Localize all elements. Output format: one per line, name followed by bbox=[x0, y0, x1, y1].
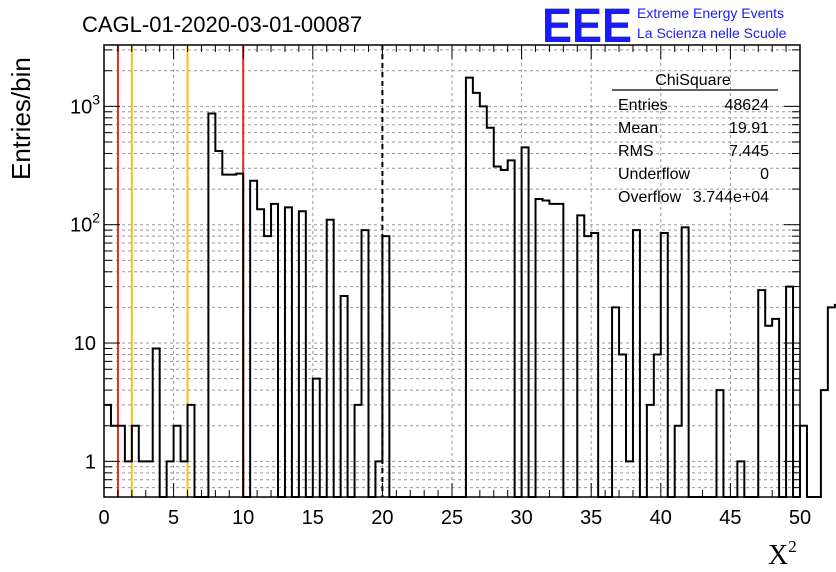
eee-logo-mark: EEE bbox=[542, 0, 632, 53]
x-tick-label: 40 bbox=[650, 507, 672, 529]
y-axis-label: Entries/bin bbox=[6, 57, 36, 180]
x-tick-label: 20 bbox=[371, 507, 393, 529]
chart-title: CAGL-01-2020-03-01-00087 bbox=[82, 12, 362, 37]
stats-label: Mean bbox=[618, 120, 658, 137]
y-tick-label: 1 bbox=[85, 451, 96, 473]
logo-line-1: Extreme Energy Events bbox=[637, 5, 784, 21]
x-tick-label: 25 bbox=[441, 507, 463, 529]
stats-label: Overflow bbox=[618, 189, 682, 206]
grid-layer bbox=[104, 45, 800, 498]
x-tick-label: 5 bbox=[168, 507, 179, 529]
x-tick-label: 45 bbox=[719, 507, 741, 529]
y-tick-label: 103 bbox=[70, 91, 100, 118]
stats-label: Entries bbox=[618, 97, 668, 114]
x-tick-label: 10 bbox=[232, 507, 254, 529]
y-tick-label: 102 bbox=[70, 210, 100, 237]
x-tick-label: 35 bbox=[580, 507, 602, 529]
logo-line-2: La Scienza nelle Scuole bbox=[637, 25, 787, 41]
x-tick-label: 30 bbox=[510, 507, 532, 529]
y-tick-label: 10 bbox=[74, 333, 96, 355]
stats-value: 3.744e+04 bbox=[693, 189, 769, 206]
x-tick-label: 50 bbox=[789, 507, 811, 529]
stats-value: 7.445 bbox=[729, 143, 769, 160]
stats-label: RMS bbox=[618, 143, 654, 160]
stats-value: 0 bbox=[760, 166, 769, 183]
stats-value: 19.91 bbox=[729, 120, 769, 137]
histogram-outline bbox=[104, 76, 836, 498]
stats-label: Underflow bbox=[618, 166, 690, 183]
x-tick-label: 15 bbox=[302, 507, 324, 529]
stats-value: 48624 bbox=[725, 97, 770, 114]
stats-title: ChiSquare bbox=[655, 72, 731, 89]
x-axis-label: X2 bbox=[768, 537, 797, 571]
axis-ticks-layer: 0 5 10 15 20 25 30 35 40 45 50 1 10 102 103 bbox=[70, 45, 811, 529]
x-tick-label: 0 bbox=[98, 507, 109, 529]
stats-box: ChiSquare Entries 48624 Mean 19.91 RMS 7.445 U… bbox=[612, 72, 778, 206]
